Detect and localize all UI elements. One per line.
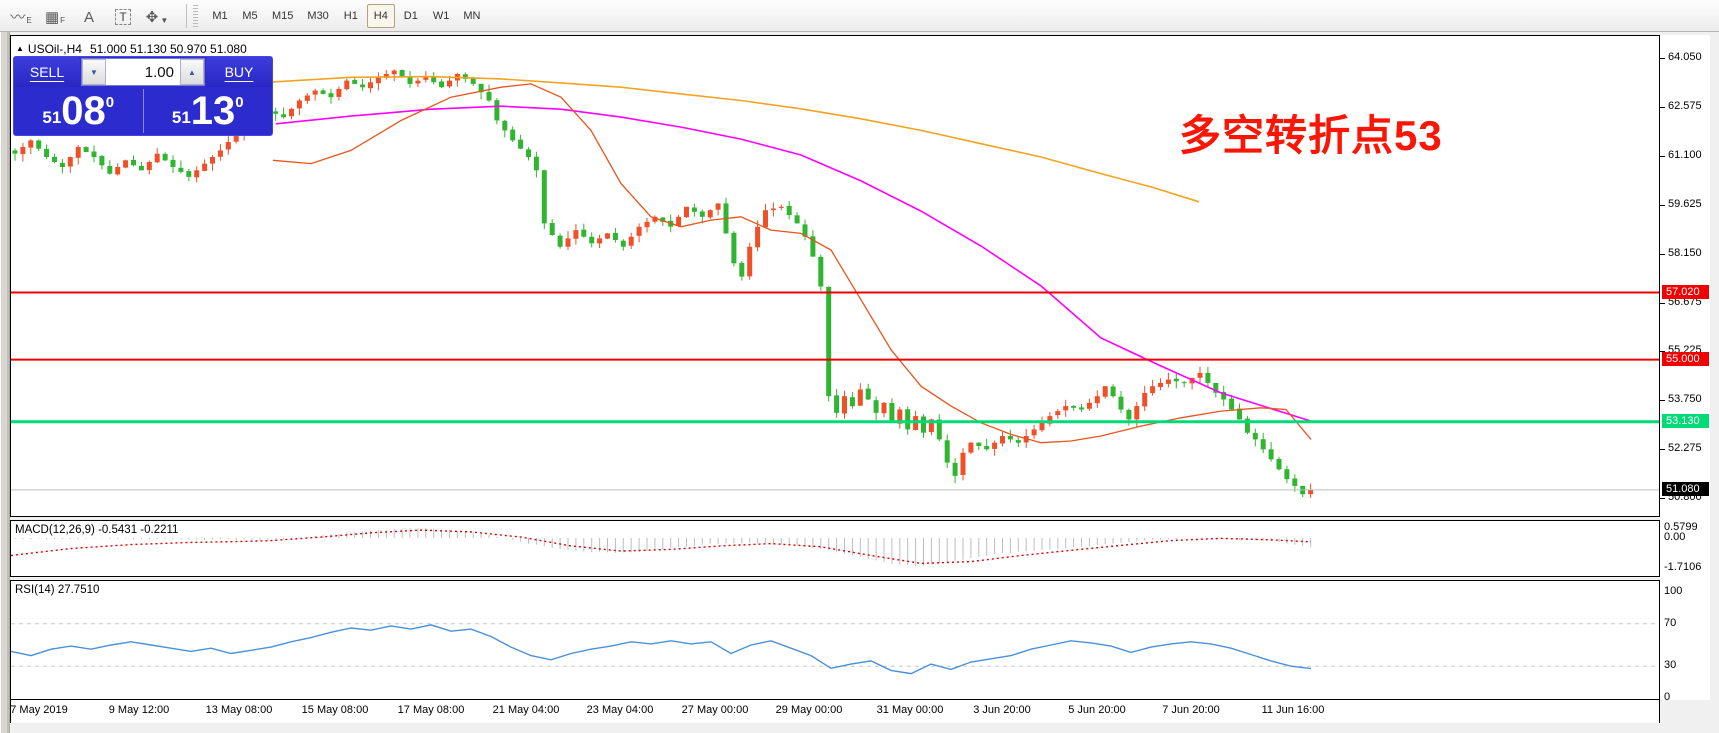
price-tick-mark xyxy=(1660,254,1665,255)
left-splitter-strip[interactable] xyxy=(0,32,10,733)
timeframe-button-m5[interactable]: M5 xyxy=(242,9,258,22)
time-axis-label: 23 May 04:00 xyxy=(586,704,654,716)
price-tick-mark xyxy=(1660,303,1665,304)
textbox-tool-icon[interactable]: T xyxy=(108,3,138,29)
timeframe-button-h1[interactable]: H1 xyxy=(343,9,358,22)
toolbar-grip-handle[interactable] xyxy=(193,4,198,27)
price-tick-mark xyxy=(1660,351,1665,352)
timeframe-button-h4[interactable]: H4 xyxy=(366,3,395,28)
price-level-badge: 57.020 xyxy=(1662,285,1709,299)
price-chart-panel: ▲ USOil-,H4 51.000 51.130 50.970 51.080 SE… xyxy=(10,35,1660,517)
sell-price-prefix: 51 xyxy=(42,108,62,127)
timeframe-button-m1[interactable]: M1 xyxy=(212,9,228,22)
price-tick-label: 59.625 xyxy=(1668,198,1702,210)
price-tick-label: 61.100 xyxy=(1668,149,1702,161)
rsi-scale-label: 0 xyxy=(1664,691,1671,703)
price-level-badge: 51.080 xyxy=(1662,482,1709,496)
macd-scale-label: 0.5799 xyxy=(1664,521,1698,533)
macd-scale-label: -1.7106 xyxy=(1664,561,1702,573)
volume-input[interactable] xyxy=(106,59,180,85)
price-tick-label: 52.275 xyxy=(1668,442,1702,454)
volume-decrease-button[interactable]: ▼ xyxy=(82,59,106,85)
triangle-down-icon: ▼ xyxy=(90,67,98,77)
rsi-label: RSI(14) 27.7510 xyxy=(15,584,100,596)
price-level-badge: 55.000 xyxy=(1662,352,1709,366)
price-tick-mark xyxy=(1660,58,1665,59)
rsi-scale-label: 70 xyxy=(1664,617,1677,629)
time-axis-label: 29 May 00:00 xyxy=(775,704,843,716)
price-tick-mark xyxy=(1660,205,1665,206)
toolbar: 〰 E ▦ F A T ✥ ▼ M1 M5 M15 M30 H1 H4 D1 W1 MN xyxy=(0,0,1719,32)
sell-button[interactable]: SELL xyxy=(14,57,80,87)
drawing-tools-group: 〰 E ▦ F A T ✥ ▼ xyxy=(6,3,176,29)
price-axis[interactable]: 64.050 62.575 61.100 59.625 58.150 56.675 55.2… xyxy=(1660,35,1710,703)
sell-price-sup: 0 xyxy=(105,93,115,111)
price-tick-mark xyxy=(1660,156,1665,157)
sell-price-big: 08 xyxy=(61,89,106,133)
price-tick-label: 58.150 xyxy=(1668,247,1702,259)
time-axis-label: 27 May 00:00 xyxy=(681,704,749,716)
timeframe-button-d1[interactable]: D1 xyxy=(403,9,418,22)
buy-price-sup: 0 xyxy=(235,93,244,111)
price-tick-mark xyxy=(1660,449,1665,450)
expert-tool-icon[interactable]: 〰 E xyxy=(10,8,32,26)
time-axis-label: 7 Jun 20:00 xyxy=(1162,704,1220,716)
time-axis-label: 11 Jun 16:00 xyxy=(1261,704,1325,716)
time-axis-label: 5 Jun 20:00 xyxy=(1068,704,1126,716)
arrows-tool-icon[interactable]: ✥ ▼ xyxy=(145,8,169,26)
timeframe-buttons-group: M1 M5 M15 M30 H1 H4 D1 W1 MN xyxy=(206,3,488,28)
price-tick-label: 53.750 xyxy=(1668,393,1702,405)
grid-tool-icon[interactable]: ▦ F xyxy=(44,8,66,26)
price-tick-mark xyxy=(1660,498,1665,499)
buy-price-prefix: 51 xyxy=(171,108,191,127)
macd-canvas[interactable] xyxy=(11,521,1659,576)
rsi-scale-label: 100 xyxy=(1664,585,1683,597)
macd-label: MACD(12,26,9) -0.5431 -0.2211 xyxy=(15,524,179,536)
rsi-canvas[interactable] xyxy=(11,581,1659,699)
time-axis-label: 17 May 08:00 xyxy=(397,704,465,716)
time-axis-label: 3 Jun 20:00 xyxy=(973,704,1031,716)
volume-spinner: ▼ ▲ xyxy=(81,58,205,86)
price-tick-label: 62.575 xyxy=(1668,100,1702,112)
time-axis-label: 21 May 04:00 xyxy=(492,704,560,716)
chart-window: ▲ USOil-,H4 51.000 51.130 50.970 51.080 SE… xyxy=(10,32,1710,733)
rsi-indicator-panel: RSI(14) 27.7510 xyxy=(10,580,1660,700)
timeframe-button-m15[interactable]: M15 xyxy=(272,9,294,22)
buy-button[interactable]: BUY xyxy=(206,57,272,87)
sell-price-display[interactable]: 51 08 0 xyxy=(14,87,143,135)
toolbar-separator xyxy=(186,3,187,28)
chart-annotation-text: 多空转折点53 xyxy=(1179,112,1443,159)
time-axis-label: 13 May 08:00 xyxy=(205,704,273,716)
macd-indicator-panel: MACD(12,26,9) -0.5431 -0.2211 xyxy=(10,520,1660,577)
volume-increase-button[interactable]: ▲ xyxy=(180,59,204,85)
symbol-label: USOil-,H4 xyxy=(27,42,82,56)
ohlc-values: 51.000 51.130 50.970 51.080 xyxy=(89,42,247,56)
chart-title: ▲ USOil-,H4 51.000 51.130 50.970 51.080 xyxy=(16,42,247,56)
price-tick-label: 56.675 xyxy=(1668,296,1702,308)
time-axis-label: 15 May 08:00 xyxy=(301,704,369,716)
price-divider xyxy=(142,89,144,133)
time-axis-label: 31 May 00:00 xyxy=(876,704,944,716)
text-tool-icon[interactable]: A xyxy=(83,8,94,26)
time-axis-label: 9 May 12:00 xyxy=(108,704,170,716)
timeframe-button-mn[interactable]: MN xyxy=(463,9,481,22)
time-axis-label: 7 May 2019 xyxy=(10,704,68,716)
buy-price-big: 13 xyxy=(190,89,236,133)
price-tick-label: 64.050 xyxy=(1668,51,1702,63)
price-tick-mark xyxy=(1660,107,1665,108)
price-level-badge: 53.130 xyxy=(1662,414,1709,428)
buy-price-display[interactable]: 51 13 0 xyxy=(144,87,273,135)
timeframe-button-w1[interactable]: W1 xyxy=(432,9,450,22)
triangle-up-icon: ▲ xyxy=(188,67,196,77)
collapse-triangle-icon[interactable]: ▲ xyxy=(16,44,24,53)
price-chart-canvas[interactable] xyxy=(11,36,1659,516)
timeframe-button-m30[interactable]: M30 xyxy=(307,9,329,22)
time-axis[interactable]: 7 May 2019 9 May 12:00 13 May 08:00 15 May … xyxy=(10,700,1660,723)
rsi-scale-label: 30 xyxy=(1664,659,1677,671)
macd-scale-label: 0.00 xyxy=(1664,531,1686,543)
price-tick-mark xyxy=(1660,400,1665,401)
